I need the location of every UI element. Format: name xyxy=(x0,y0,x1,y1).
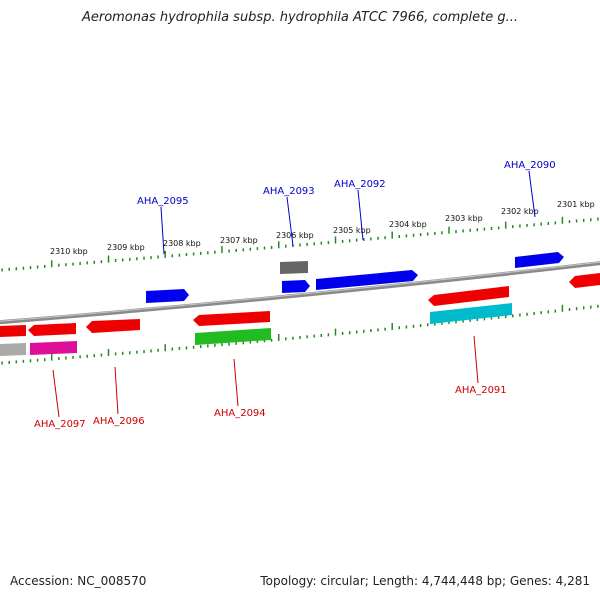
map-title: Aeromonas hydrophila subsp. hydrophila A… xyxy=(81,10,519,25)
tick-label-2308: 2308 kbp xyxy=(163,239,201,248)
label-aha-2092[interactable]: AHA_2092 xyxy=(334,179,386,190)
gene-aha-2094-red[interactable] xyxy=(193,311,270,326)
tick-label-2310: 2310 kbp xyxy=(50,247,88,256)
forward-genes xyxy=(146,252,564,303)
gene-left-red[interactable] xyxy=(0,325,26,337)
leader-aha-2092 xyxy=(357,189,364,241)
reverse-genes xyxy=(0,273,600,356)
gene-aha-2093[interactable] xyxy=(282,280,310,293)
tick-label-2303: 2303 kbp xyxy=(445,214,483,223)
leader-aha-2096 xyxy=(114,366,119,415)
label-aha-2093[interactable]: AHA_2093 xyxy=(263,186,315,197)
gene-right-red[interactable] xyxy=(569,273,600,288)
gene-aha-2093-gray[interactable] xyxy=(280,261,308,274)
label-aha-2090[interactable]: AHA_2090 xyxy=(504,160,556,171)
gene-aha-2092[interactable] xyxy=(316,270,418,290)
label-aha-2094[interactable]: AHA_2094 xyxy=(214,408,266,419)
gene-aha-2091-red[interactable] xyxy=(428,286,509,306)
gene-aha-2097-red[interactable] xyxy=(28,323,76,336)
tick-label-2309: 2309 kbp xyxy=(107,243,145,252)
label-aha-2095[interactable]: AHA_2095 xyxy=(137,196,189,207)
gene-left-gray[interactable] xyxy=(0,343,26,356)
gene-aha-2097[interactable] xyxy=(30,341,77,355)
gene-aha-2091[interactable] xyxy=(430,303,512,324)
genome-summary-text: Topology: circular; Length: 4,744,448 bp… xyxy=(260,574,590,588)
tick-label-2305: 2305 kbp xyxy=(333,226,371,235)
gene-aha-2095[interactable] xyxy=(146,289,189,303)
gene-aha-2094[interactable] xyxy=(195,328,271,345)
tick-label-2301: 2301 kbp xyxy=(557,200,595,209)
inner-scale xyxy=(1,304,599,365)
backbone-highlight xyxy=(0,261,600,322)
backbone xyxy=(0,261,600,325)
tick-label-2306: 2306 kbp xyxy=(276,231,314,240)
leader-aha-2093 xyxy=(286,196,294,247)
tick-label-2307: 2307 kbp xyxy=(220,236,258,245)
gene-aha-2090[interactable] xyxy=(515,252,564,268)
accession-text: Accession: NC_008570 xyxy=(10,574,147,588)
tick-label-2304: 2304 kbp xyxy=(389,220,427,229)
leader-aha-2097 xyxy=(52,369,60,418)
scale-labels: 2310 kbp 2309 kbp 2308 kbp 2307 kbp 2306… xyxy=(50,200,595,256)
gene-labels: AHA_2095 AHA_2093 AHA_2092 AHA_2090 AHA_… xyxy=(34,160,556,430)
leader-aha-2090 xyxy=(528,170,536,218)
leader-aha-2095 xyxy=(160,206,165,255)
label-aha-2097[interactable]: AHA_2097 xyxy=(34,419,86,430)
label-aha-2091[interactable]: AHA_2091 xyxy=(455,385,507,396)
leader-aha-2094 xyxy=(233,358,239,407)
label-aha-2096[interactable]: AHA_2096 xyxy=(93,416,145,427)
tick-label-2302: 2302 kbp xyxy=(501,207,539,216)
gene-aha-2096[interactable] xyxy=(86,319,140,333)
leader-aha-2091 xyxy=(473,335,479,384)
label-leaders xyxy=(52,170,536,418)
outer-scale xyxy=(1,216,599,272)
